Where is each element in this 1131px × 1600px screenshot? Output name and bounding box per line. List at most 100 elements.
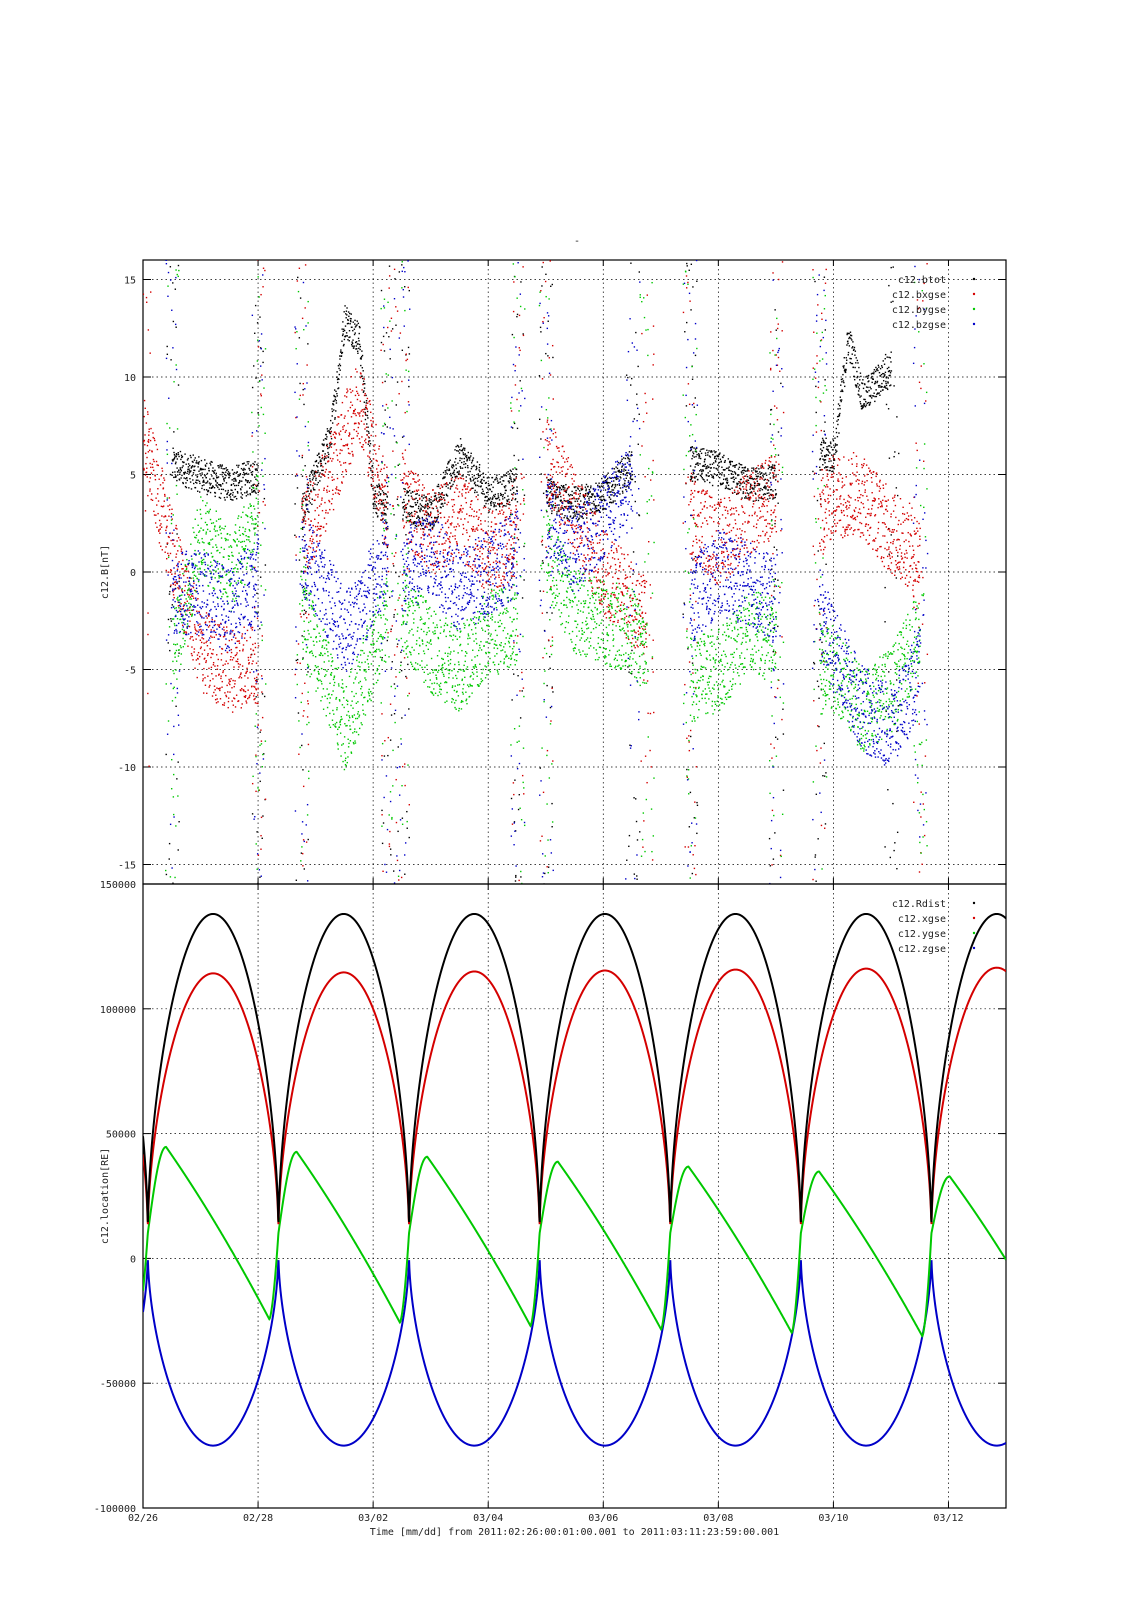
data-point [501, 502, 503, 504]
data-point [862, 406, 864, 409]
data-point [235, 660, 237, 663]
data-point [869, 395, 872, 398]
data-point [617, 558, 620, 560]
data-point [450, 479, 453, 482]
data-point [176, 582, 179, 585]
data-point [392, 450, 394, 452]
data-point [582, 493, 585, 496]
data-point [436, 552, 438, 554]
data-point [338, 363, 341, 365]
data-point [354, 332, 356, 334]
data-point [433, 516, 436, 519]
data-point [749, 483, 752, 485]
data-point [171, 604, 174, 606]
data-point [560, 506, 562, 509]
data-point [839, 407, 841, 410]
data-point [703, 465, 705, 467]
data-point [442, 552, 445, 554]
data-point [438, 535, 441, 538]
data-point [404, 873, 406, 875]
data-point [573, 492, 575, 494]
data-point [613, 558, 616, 560]
data-point [864, 398, 866, 401]
data-point [442, 471, 445, 474]
data-point [444, 542, 446, 544]
data-point [341, 328, 343, 330]
data-point [472, 457, 475, 459]
data-point [424, 496, 426, 498]
data-point [763, 473, 765, 475]
data-point [433, 520, 436, 522]
data-point [884, 374, 886, 376]
data-point [403, 657, 406, 659]
data-point [557, 493, 559, 496]
data-point [515, 505, 517, 507]
data-point [830, 466, 832, 469]
data-point [836, 435, 839, 438]
data-point [313, 464, 315, 467]
data-point [549, 492, 551, 494]
data-point [355, 345, 358, 347]
data-point [487, 549, 489, 551]
data-point [867, 377, 869, 380]
data-point [615, 476, 618, 479]
data-point [346, 388, 348, 390]
data-point [260, 729, 262, 731]
data-point [413, 522, 415, 524]
data-point [325, 457, 327, 459]
data-point [417, 515, 419, 517]
data-point [686, 768, 688, 771]
data-point [311, 503, 313, 506]
data-point [231, 489, 233, 492]
data-point [177, 550, 179, 552]
data-point [167, 899, 168, 900]
data-point [711, 474, 713, 476]
data-point [389, 703, 392, 705]
data-point [492, 496, 494, 498]
data-point [615, 586, 618, 589]
data-point [386, 558, 389, 560]
data-point [574, 531, 577, 533]
data-point [627, 457, 630, 460]
data-point [603, 613, 606, 615]
data-point [383, 504, 386, 506]
data-point [170, 539, 172, 542]
data-point [356, 348, 358, 350]
data-point [230, 651, 233, 654]
data-point [620, 547, 622, 549]
data-point [441, 493, 443, 496]
data-point [305, 841, 308, 843]
data-point [695, 463, 697, 466]
data-point [179, 467, 181, 469]
data-point [561, 507, 564, 509]
data-point [357, 322, 360, 325]
data-point [516, 490, 518, 492]
data-point [449, 472, 452, 475]
data-point [233, 480, 235, 482]
data-point [824, 421, 826, 423]
data-point [619, 476, 621, 478]
data-point [547, 448, 549, 451]
data-point [736, 482, 738, 485]
data-point [343, 424, 345, 427]
data-point [233, 697, 236, 700]
data-point [610, 491, 612, 493]
data-point [318, 489, 320, 491]
data-point [621, 465, 624, 467]
data-point [253, 677, 256, 680]
data-point [174, 587, 177, 590]
data-point [260, 675, 263, 677]
data-point [246, 491, 248, 494]
data-point [255, 696, 257, 698]
data-point [545, 428, 548, 430]
data-point [233, 666, 235, 668]
data-point [612, 576, 614, 578]
data-point [155, 444, 158, 446]
data-point [622, 583, 624, 585]
data-point [849, 336, 851, 339]
data-point [555, 483, 557, 486]
data-point [489, 549, 492, 552]
data-point [304, 512, 306, 514]
data-point [360, 410, 362, 412]
data-point [225, 674, 227, 677]
